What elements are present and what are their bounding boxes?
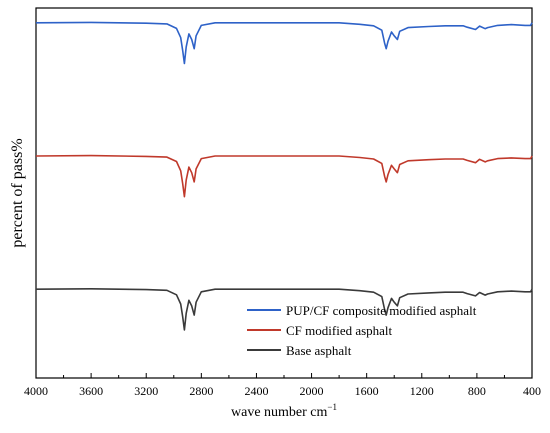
- x-tick-label-7: 1200: [410, 384, 434, 398]
- x-tick-label-6: 1600: [355, 384, 379, 398]
- x-axis-label: wave number cm−1: [231, 402, 337, 420]
- series-layer: [35, 21, 533, 331]
- x-tick-label-1: 3600: [79, 384, 103, 398]
- x-tick-label-4: 2400: [244, 384, 268, 398]
- y-axis-label: percent of pass%: [9, 138, 26, 247]
- x-tick-label-3: 2800: [189, 384, 213, 398]
- legend-label-2: Base asphalt: [286, 343, 352, 358]
- x-tick-label-5: 2000: [300, 384, 324, 398]
- legend-label-0: PUP/CF composite modified asphalt: [286, 303, 477, 318]
- x-tick-label-0: 4000: [24, 384, 48, 398]
- x-tick-label-9: 400: [523, 384, 541, 398]
- x-tick-label-8: 800: [468, 384, 486, 398]
- series-line-1: [35, 154, 533, 198]
- x-axis-ticks: 4000 3600 3200 2800 2400 2000 1600 1200 800 400: [24, 373, 541, 398]
- legend: PUP/CF composite modified asphalt CF modi…: [247, 303, 477, 358]
- x-tick-label-2: 3200: [134, 384, 158, 398]
- series-line-0: [35, 21, 533, 65]
- series-line-2: [35, 288, 533, 331]
- plot-frame: [35, 7, 533, 379]
- legend-label-1: CF modified asphalt: [286, 323, 393, 338]
